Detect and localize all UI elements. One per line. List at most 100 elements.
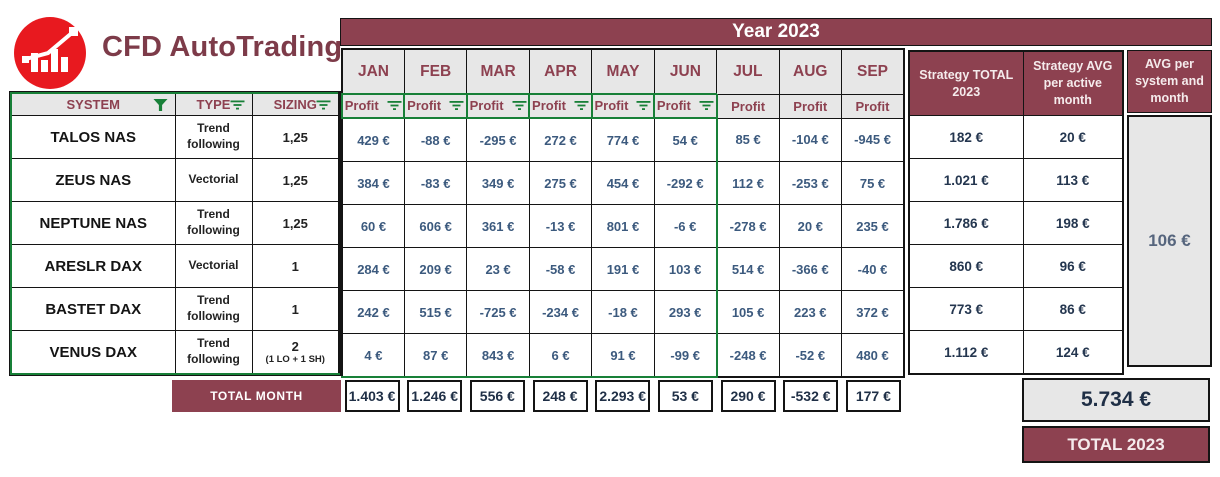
cell-areslr-dax-sep[interactable]: -40 €	[841, 247, 905, 291]
filter-lines-icon[interactable]	[574, 99, 589, 114]
cell-venus-dax-jul[interactable]: -248 €	[716, 333, 780, 378]
cell-talos-nas-aug[interactable]: -104 €	[778, 117, 843, 162]
profit-header-sep[interactable]: Profit	[841, 93, 905, 119]
cell-zeus-nas-jul[interactable]: 112 €	[716, 161, 780, 205]
total-month-jul[interactable]: 290 €	[720, 380, 776, 412]
cell-neptune-nas-feb[interactable]: 606 €	[403, 204, 468, 248]
sizing-talos-nas[interactable]: 1,25	[251, 115, 340, 159]
cell-talos-nas-feb[interactable]: -88 €	[403, 117, 468, 162]
profit-header-jun[interactable]: Profit	[653, 93, 718, 119]
profit-header-apr[interactable]: Profit	[528, 93, 593, 119]
month-header-apr[interactable]: APR	[528, 48, 593, 95]
cell-zeus-nas-jun[interactable]: -292 €	[653, 161, 718, 205]
month-header-jan[interactable]: JAN	[341, 48, 405, 95]
cell-zeus-nas-apr[interactable]: 275 €	[528, 161, 593, 205]
cell-venus-dax-apr[interactable]: 6 €	[528, 333, 593, 378]
cell-areslr-dax-jun[interactable]: 103 €	[653, 247, 718, 291]
cell-bastet-dax-jul[interactable]: 105 €	[716, 290, 780, 334]
cell-venus-dax-feb[interactable]: 87 €	[403, 333, 468, 378]
sizing-neptune-nas[interactable]: 1,25	[251, 201, 340, 245]
total-month-apr[interactable]: 248 €	[532, 380, 588, 412]
filter-lines-icon[interactable]	[636, 99, 651, 114]
type-zeus-nas[interactable]: Vectorial	[174, 158, 253, 202]
total-month-mar[interactable]: 556 €	[469, 380, 525, 412]
type-neptune-nas[interactable]: Trend following	[174, 201, 253, 245]
filter-lines-icon[interactable]	[449, 99, 464, 114]
strategy-avg-areslr-dax[interactable]: 96 €	[1022, 244, 1124, 288]
sizing-zeus-nas[interactable]: 1,25	[251, 158, 340, 202]
strategy-total-zeus-nas[interactable]: 1.021 €	[908, 158, 1024, 202]
system-name-neptune-nas[interactable]: NEPTUNE NAS	[10, 201, 176, 245]
cell-areslr-dax-feb[interactable]: 209 €	[403, 247, 468, 291]
avg-per-system-cell[interactable]: 106 €	[1127, 115, 1212, 367]
filter-lines-icon[interactable]	[699, 99, 714, 114]
cell-areslr-dax-apr[interactable]: -58 €	[528, 247, 593, 291]
sizing-venus-dax[interactable]: 2 (1 LO + 1 SH)	[251, 330, 340, 375]
total-month-jan[interactable]: 1.403 €	[344, 380, 400, 412]
month-header-jul[interactable]: JUL	[716, 48, 780, 95]
month-header-sep[interactable]: SEP	[841, 48, 905, 95]
type-talos-nas[interactable]: Trend following	[174, 115, 253, 159]
profit-header-feb[interactable]: Profit	[403, 93, 468, 119]
strategy-total-venus-dax[interactable]: 1.112 €	[908, 330, 1024, 375]
total-2023-value-cell[interactable]: 5.734 €	[1022, 378, 1210, 422]
cell-areslr-dax-jul[interactable]: 514 €	[716, 247, 780, 291]
strategy-total-areslr-dax[interactable]: 860 €	[908, 244, 1024, 288]
strategy-avg-zeus-nas[interactable]: 113 €	[1022, 158, 1124, 202]
cell-talos-nas-mar[interactable]: -295 €	[466, 117, 530, 162]
strategy-total-talos-nas[interactable]: 182 €	[908, 115, 1024, 159]
strategy-avg-bastet-dax[interactable]: 86 €	[1022, 287, 1124, 331]
strategy-total-bastet-dax[interactable]: 773 €	[908, 287, 1024, 331]
cell-talos-nas-sep[interactable]: -945 €	[841, 117, 905, 162]
total-month-feb[interactable]: 1.246 €	[407, 380, 463, 412]
type-areslr-dax[interactable]: Vectorial	[174, 244, 253, 288]
cell-neptune-nas-apr[interactable]: -13 €	[528, 204, 593, 248]
cell-areslr-dax-jan[interactable]: 284 €	[341, 247, 405, 291]
cell-zeus-nas-jan[interactable]: 384 €	[341, 161, 405, 205]
cell-neptune-nas-sep[interactable]: 235 €	[841, 204, 905, 248]
cell-bastet-dax-jan[interactable]: 242 €	[341, 290, 405, 334]
total-month-sep[interactable]: 177 €	[845, 380, 901, 412]
system-name-bastet-dax[interactable]: BASTET DAX	[10, 287, 176, 331]
total-month-aug[interactable]: -532 €	[783, 380, 839, 412]
cell-neptune-nas-jun[interactable]: -6 €	[653, 204, 718, 248]
cell-talos-nas-jun[interactable]: 54 €	[653, 117, 718, 162]
filter-lines-icon[interactable]	[230, 99, 245, 110]
profit-header-may[interactable]: Profit	[590, 93, 656, 119]
filter-lines-icon[interactable]	[512, 99, 527, 114]
cell-venus-dax-mar[interactable]: 843 €	[466, 333, 530, 378]
strategy-avg-talos-nas[interactable]: 20 €	[1022, 115, 1124, 159]
cell-areslr-dax-mar[interactable]: 23 €	[466, 247, 530, 291]
month-header-mar[interactable]: MAR	[466, 48, 530, 95]
cell-talos-nas-jan[interactable]: 429 €	[341, 117, 405, 162]
cell-bastet-dax-jun[interactable]: 293 €	[653, 290, 718, 334]
cell-bastet-dax-feb[interactable]: 515 €	[403, 290, 468, 334]
cell-talos-nas-jul[interactable]: 85 €	[716, 117, 780, 162]
cell-venus-dax-jan[interactable]: 4 €	[341, 333, 405, 378]
cell-bastet-dax-sep[interactable]: 372 €	[841, 290, 905, 334]
month-header-aug[interactable]: AUG	[778, 48, 843, 95]
cell-zeus-nas-sep[interactable]: 75 €	[841, 161, 905, 205]
profit-header-aug[interactable]: Profit	[778, 93, 843, 119]
cell-zeus-nas-aug[interactable]: -253 €	[778, 161, 843, 205]
sizing-bastet-dax[interactable]: 1	[251, 287, 340, 331]
filter-lines-icon[interactable]	[316, 99, 331, 110]
strategy-total-neptune-nas[interactable]: 1.786 €	[908, 201, 1024, 245]
system-name-zeus-nas[interactable]: ZEUS NAS	[10, 158, 176, 202]
cell-venus-dax-jun[interactable]: -99 €	[653, 333, 718, 378]
cell-talos-nas-may[interactable]: 774 €	[591, 117, 655, 162]
type-venus-dax[interactable]: Trend following	[174, 330, 253, 375]
cell-talos-nas-apr[interactable]: 272 €	[528, 117, 593, 162]
profit-header-jul[interactable]: Profit	[716, 93, 780, 119]
month-header-may[interactable]: MAY	[591, 48, 655, 95]
cell-bastet-dax-may[interactable]: -18 €	[591, 290, 655, 334]
total-month-jun[interactable]: 53 €	[657, 380, 713, 412]
system-name-talos-nas[interactable]: TALOS NAS	[10, 115, 176, 159]
profit-header-jan[interactable]: Profit	[340, 93, 406, 119]
month-header-feb[interactable]: FEB	[403, 48, 468, 95]
cell-bastet-dax-apr[interactable]: -234 €	[528, 290, 593, 334]
column-header-type[interactable]: TYPE	[174, 92, 253, 116]
strategy-total-2023-header[interactable]: Strategy TOTAL 2023	[908, 50, 1024, 116]
column-header-sizing[interactable]: SIZING	[251, 92, 340, 116]
cell-neptune-nas-jan[interactable]: 60 €	[341, 204, 405, 248]
